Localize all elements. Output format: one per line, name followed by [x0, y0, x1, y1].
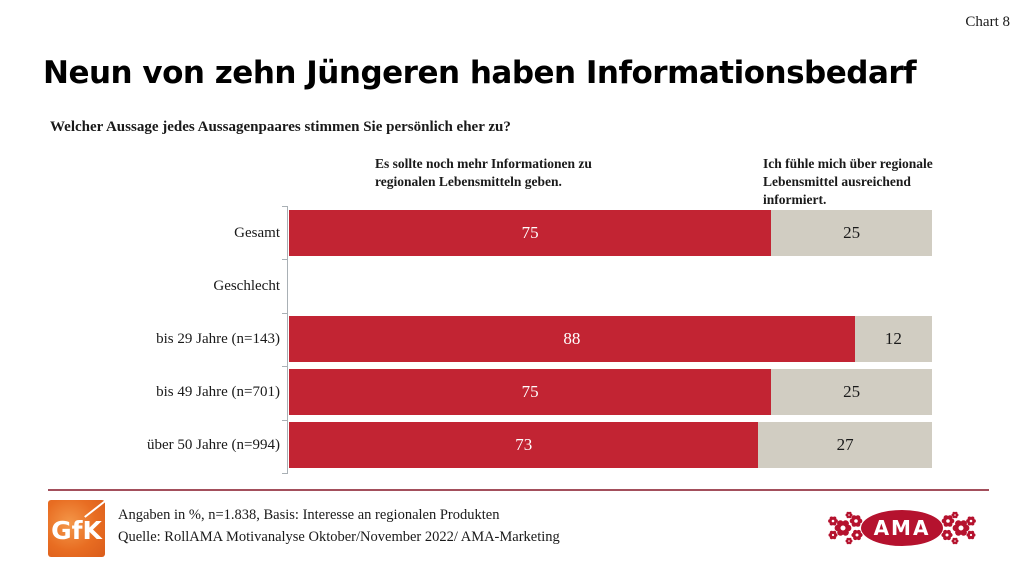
stacked-bar-chart: Gesamt 75 25 Geschlecht bis 29 Jahre (n=143)… — [0, 210, 1024, 475]
axis-tick — [282, 420, 287, 421]
bar-segment: 75 — [289, 210, 772, 256]
row-label: über 50 Jahre (n=994) — [146, 437, 280, 453]
bar-segment: 25 — [771, 369, 932, 415]
ama-ornament-left-icon — [828, 511, 863, 545]
chart-row: bis 49 Jahre (n=701) 75 25 — [0, 369, 1024, 415]
bar-value-label: 75 — [521, 382, 539, 401]
gfk-logo-text: GfK — [51, 516, 102, 545]
axis-tick — [282, 366, 287, 367]
axis-tick — [282, 313, 287, 314]
bar-value-label: 27 — [836, 435, 854, 454]
series-header-right: Ich fühle mich über regionale Lebensmitt… — [763, 156, 933, 207]
axis-tick — [282, 206, 287, 207]
chart-number-label: Chart 8 — [965, 14, 1010, 30]
ama-logo-oval — [861, 510, 943, 546]
row-label: bis 49 Jahre (n=701) — [156, 384, 280, 400]
bar-segment: 12 — [854, 316, 932, 362]
bar-segment: 27 — [758, 422, 932, 468]
bar-segment: 73 — [289, 422, 759, 468]
bar-track: 88 12 — [289, 316, 932, 362]
ama-logo-text: AMA — [874, 516, 931, 540]
ama-ornament-right-icon — [941, 511, 976, 545]
bar-value-label: 75 — [521, 223, 539, 242]
footer-note-basis: Angaben in %, n=1.838, Basis: Interesse … — [118, 507, 500, 523]
bar-value-label: 12 — [884, 329, 902, 348]
row-label: bis 29 Jahre (n=143) — [156, 331, 280, 347]
bar-segment: 75 — [289, 369, 772, 415]
series-header-left: Es sollte noch mehr Informationen zu reg… — [375, 156, 592, 189]
bar-track: 75 25 — [289, 369, 932, 415]
bar-value-label: 25 — [843, 382, 861, 401]
bar-value-label: 73 — [515, 435, 533, 454]
bar-track: 75 25 — [289, 210, 932, 256]
bar-value-label: 88 — [563, 329, 581, 348]
row-label: Geschlecht — [213, 278, 280, 294]
chart-axis — [282, 206, 288, 474]
gfk-logo: GfK — [48, 500, 106, 557]
survey-question: Welcher Aussage jedes Aussagenpaares sti… — [50, 119, 511, 135]
chart-row: über 50 Jahre (n=994) 73 27 — [0, 422, 1024, 468]
bar-segment: 88 — [289, 316, 855, 362]
footer-divider — [48, 489, 989, 491]
chart-row: Gesamt 75 25 — [0, 210, 1024, 256]
footer-note-source: Quelle: RollAMA Motivanalyse Oktober/Nov… — [118, 529, 560, 545]
row-label: Gesamt — [234, 225, 280, 241]
ama-logo: AMA — [828, 510, 976, 546]
axis-tick — [282, 259, 287, 260]
chart-row: bis 29 Jahre (n=143) 88 12 — [0, 316, 1024, 362]
axis-tick — [282, 473, 287, 474]
page-title: Neun von zehn Jüngeren haben Information… — [43, 54, 917, 91]
bar-value-label: 25 — [843, 223, 861, 242]
bar-track — [289, 263, 932, 309]
bar-track: 73 27 — [289, 422, 932, 468]
chart-row: Geschlecht — [0, 263, 1024, 309]
bar-segment: 25 — [771, 210, 932, 256]
